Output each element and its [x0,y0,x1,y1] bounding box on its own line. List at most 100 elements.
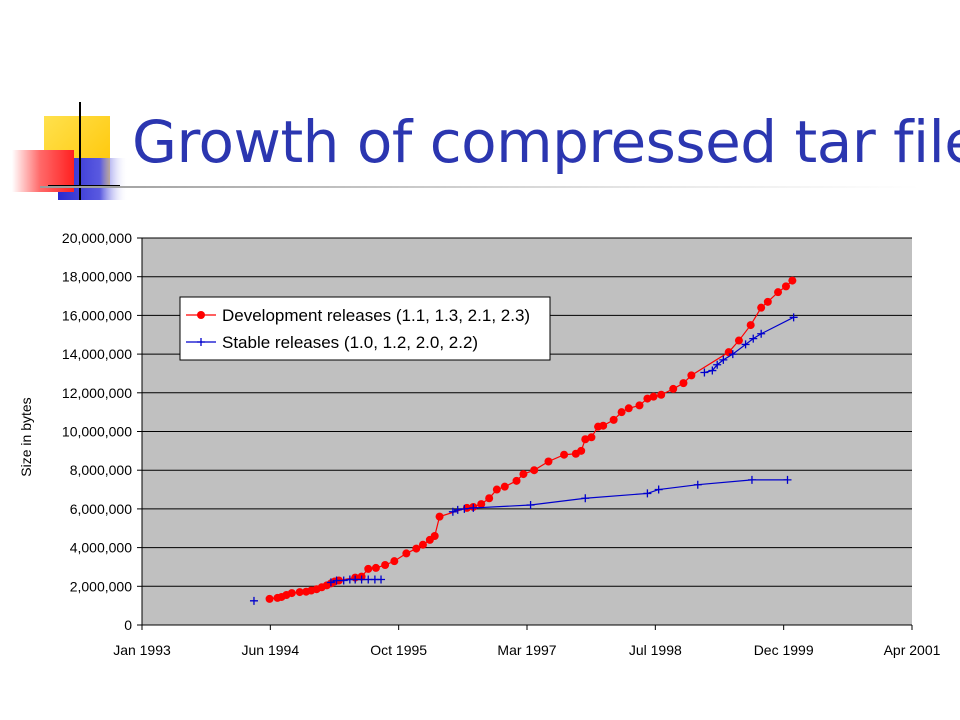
x-tick-label: Jul 1998 [629,642,682,658]
data-point-development [295,588,304,597]
data-point-development [430,531,439,540]
data-point-stable [526,501,535,510]
data-point-development [512,476,521,485]
y-tick-label: 14,000,000 [62,346,132,362]
data-point-development [418,540,427,549]
series-stable [249,313,798,605]
page-title: Growth of compressed tar file [132,108,960,176]
legend-swatch-stable-marker [197,338,205,346]
data-point-development [381,561,390,570]
data-point-development [287,589,296,598]
data-point-stable [469,503,478,512]
x-tick-label: Jan 1993 [113,642,171,658]
data-point-stable [789,313,798,322]
y-tick-label: 6,000,000 [70,501,132,517]
y-tick-label: 10,000,000 [62,424,132,440]
y-tick-label: 18,000,000 [62,269,132,285]
data-point-development [788,276,797,285]
data-point-development [599,421,608,430]
y-axis-tick-labels: 0 2,000,000 4,000,000 6,000,000 8,000,000 10,… [62,230,132,633]
data-point-development [265,594,274,603]
data-point-development [679,379,688,388]
legend-swatch-development-marker [197,311,205,319]
data-point-development [609,415,618,424]
x-axis-tick-labels: Jan 1993 Jun 1994 Oct 1995 Mar 1997 Jul 1998… [113,642,940,658]
data-point-development [669,384,678,393]
data-point-stable [749,334,758,343]
data-point-development [581,435,590,444]
title-divider [40,186,920,188]
y-axis-label: Size in bytes [18,397,34,476]
legend-label-development: Development releases (1.1, 1.3, 2.1, 2.3… [222,306,530,325]
x-tick-label: Apr 2001 [884,642,941,658]
data-point-development [587,433,596,442]
data-point-stable [339,576,348,585]
y-tick-label: 0 [124,617,132,633]
data-point-stable [700,368,709,377]
data-point-stable [693,480,702,489]
y-tick-label: 2,000,000 [70,578,132,594]
data-point-development [774,288,783,297]
data-point-development [560,450,569,459]
legend-label-stable: Stable releases (1.0, 1.2, 2.0, 2.2) [222,333,478,352]
x-tick-label: Dec 1999 [754,642,814,658]
data-point-stable [581,494,590,503]
data-point-development [492,485,501,494]
data-point-development [657,390,666,399]
data-point-stable [747,475,756,484]
data-point-stable [326,578,335,587]
y-tick-label: 8,000,000 [70,462,132,478]
series-development [265,276,797,603]
data-point-stable [728,350,737,359]
data-point-development [530,466,539,475]
data-point-stable [448,507,457,516]
data-point-stable [460,504,469,513]
data-point-development [371,563,380,572]
data-point-stable [377,575,386,584]
data-point-development [635,401,644,410]
data-point-stable [719,355,728,364]
y-tick-label: 4,000,000 [70,540,132,556]
x-tick-label: Mar 1997 [497,642,556,658]
data-point-stable [757,329,766,338]
data-point-development [364,564,373,573]
data-point-development [643,394,652,403]
data-point-development [435,512,444,521]
data-point-development [617,408,626,417]
x-tick-label: Oct 1995 [370,642,427,658]
data-point-stable [453,505,462,514]
y-tick-label: 12,000,000 [62,385,132,401]
data-point-development [734,336,743,345]
data-point-stable [249,596,258,605]
legend: Development releases (1.1, 1.3, 2.1, 2.3… [179,296,551,361]
data-point-development [687,371,696,380]
data-point-development [544,457,553,466]
data-point-development [402,549,411,558]
data-point-development [485,494,494,503]
data-point-stable [654,485,663,494]
data-point-development [390,557,399,566]
data-point-stable [332,576,341,585]
data-point-development [746,321,755,330]
x-tick-label: Jun 1994 [242,642,300,658]
y-tick-label: 20,000,000 [62,230,132,246]
series-layer [249,276,798,605]
data-point-development [763,297,772,306]
data-point-development [477,500,486,509]
data-point-development [519,470,528,479]
title-decoration [12,102,128,200]
data-point-development [500,482,509,491]
data-point-development [781,282,790,291]
y-tick-label: 16,000,000 [62,307,132,323]
axes [137,237,913,630]
legend-box [179,296,551,361]
data-point-development [757,303,766,312]
data-point-stable [713,360,722,369]
data-point-development [412,544,421,553]
data-point-stable [783,475,792,484]
data-point-stable [741,340,750,349]
data-point-stable [643,489,652,498]
data-point-development [624,404,633,413]
data-point-development [577,446,586,455]
